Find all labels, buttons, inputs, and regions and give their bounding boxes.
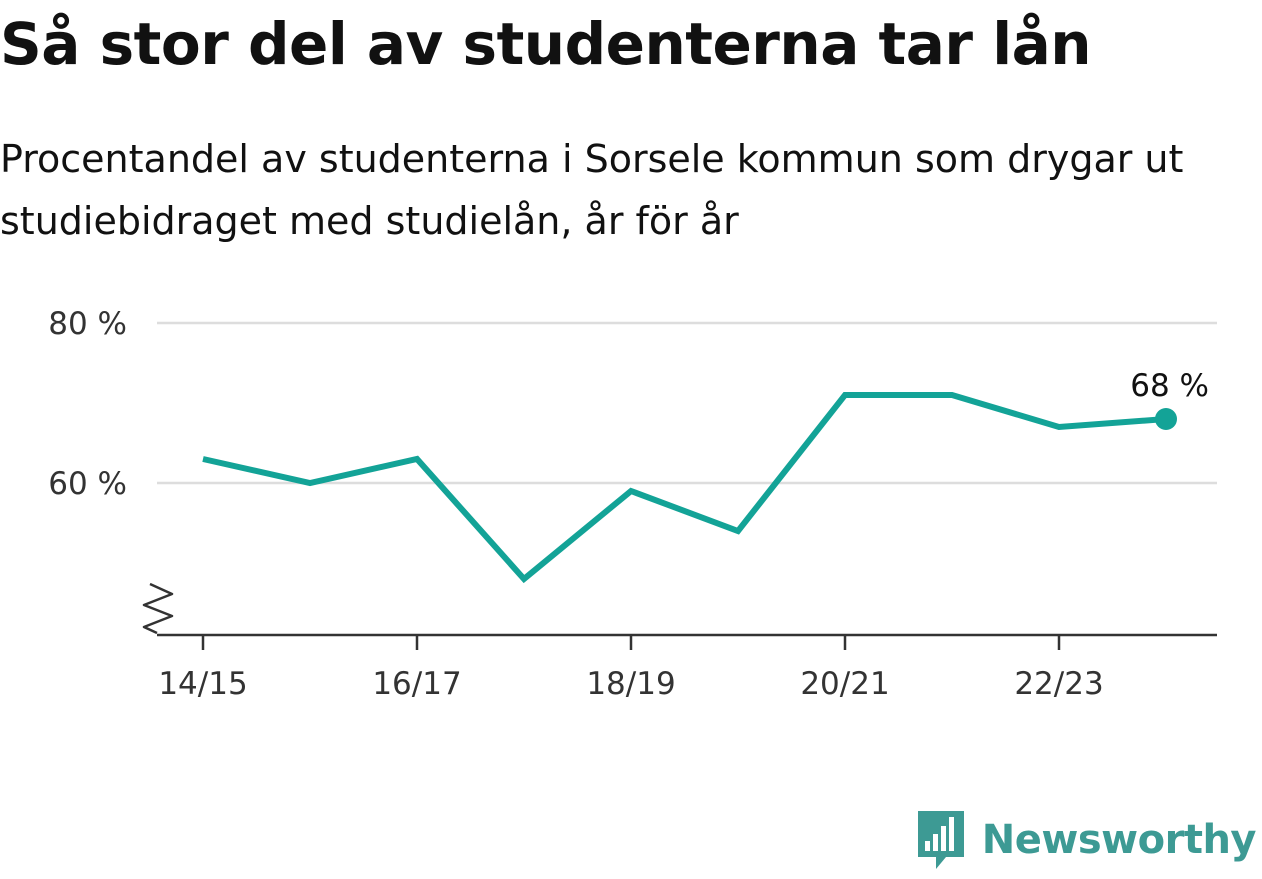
end-value-label: 68 % <box>1130 368 1209 404</box>
chart-subtitle: Procentandel av studenterna i Sorsele ko… <box>0 137 1184 243</box>
series-line <box>202 392 1167 584</box>
newsworthy-logo: Newsworthy <box>916 807 1257 873</box>
grid-lines <box>157 321 1217 485</box>
y-tick-label: 80 % <box>48 306 127 342</box>
x-tick-label: 14/15 <box>158 666 247 702</box>
x-tick-label: 20/21 <box>800 666 889 702</box>
x-tick-label: 16/17 <box>372 666 461 702</box>
newsworthy-logo-icon <box>917 811 964 869</box>
x-axis <box>142 582 1217 637</box>
brand-name: Newsworthy <box>981 817 1257 863</box>
y-tick-label: 60 % <box>48 466 127 502</box>
end-point-marker <box>1155 408 1177 430</box>
x-axis-ticks: 14/15 16/17 18/19 20/21 22/23 <box>158 635 1104 702</box>
chart-title: Så stor del av studenterna tar lån <box>0 10 1092 78</box>
x-tick-label: 22/23 <box>1014 666 1103 702</box>
x-tick-label: 18/19 <box>586 666 675 702</box>
axis-break-icon <box>142 582 174 635</box>
y-axis-labels: 80 % 60 % <box>48 306 127 502</box>
data-series: 68 % <box>202 368 1209 584</box>
